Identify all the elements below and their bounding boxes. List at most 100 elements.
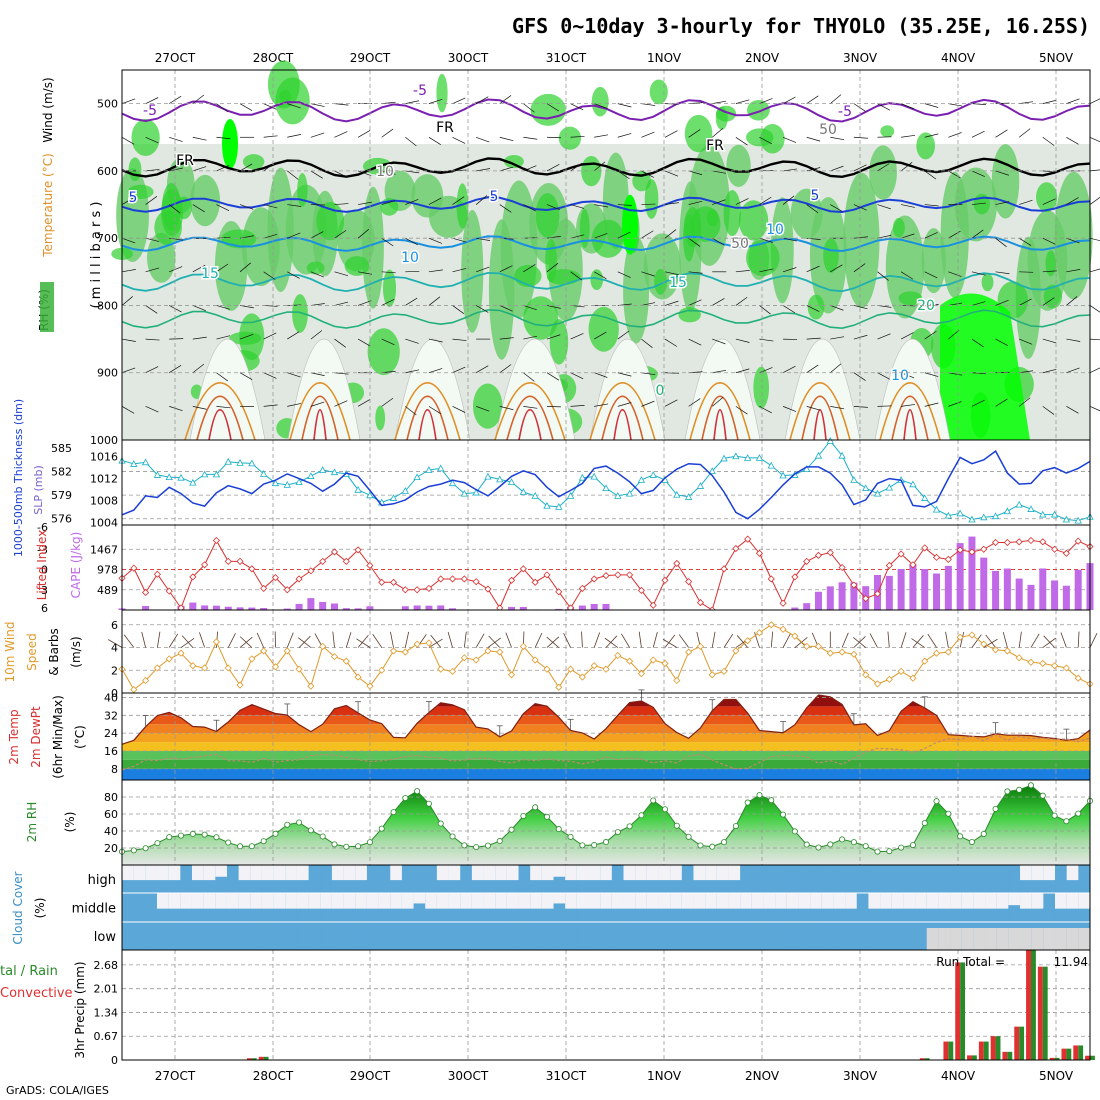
cloud-middle-clear bbox=[635, 893, 648, 909]
cloud-middle-clear bbox=[273, 893, 286, 909]
cloud-high-cell bbox=[226, 865, 240, 893]
cloud-high-clear bbox=[646, 865, 659, 881]
wind-barb bbox=[1066, 237, 1080, 244]
wind-barb bbox=[1042, 198, 1056, 205]
wind-speed-point bbox=[437, 665, 445, 673]
wind-barb bbox=[405, 369, 420, 374]
wind-barb bbox=[782, 136, 797, 143]
rh-point bbox=[331, 841, 338, 848]
cloud-middle-clear bbox=[191, 893, 205, 909]
cloud-middle-clear bbox=[355, 893, 368, 909]
rh-area bbox=[128, 157, 142, 182]
wind-barb bbox=[287, 271, 300, 279]
wind-barb bbox=[995, 129, 1008, 138]
cloud-high-clear bbox=[145, 865, 158, 881]
temp-dome-contour-7-2 bbox=[903, 408, 917, 441]
rh-point bbox=[579, 842, 586, 849]
wind-barb bbox=[428, 338, 443, 343]
wind-barb bbox=[239, 235, 254, 239]
cloud-high-clear bbox=[728, 865, 741, 881]
cape-bar bbox=[933, 573, 941, 610]
wind-barb-10m bbox=[736, 635, 748, 648]
wind-barb bbox=[523, 335, 538, 340]
wind-speed-point bbox=[685, 648, 693, 656]
slp-point bbox=[271, 479, 280, 487]
wind-barb bbox=[357, 129, 371, 138]
slp-tick-1008: 1008 bbox=[90, 494, 118, 507]
wind-barb bbox=[688, 271, 703, 274]
wind-barb bbox=[1066, 269, 1081, 273]
wind-barb bbox=[310, 103, 325, 107]
wind-barb-10m bbox=[900, 632, 907, 648]
cape-bar bbox=[897, 569, 905, 610]
cloud-low-cell bbox=[541, 922, 555, 950]
wind-barb bbox=[145, 196, 158, 205]
wind-barb-10m bbox=[447, 632, 453, 648]
wind-barb bbox=[499, 95, 512, 104]
y-label-precip: 3hr Precip (mm) bbox=[73, 961, 87, 1058]
rh-point bbox=[744, 799, 751, 806]
wind-speed-point bbox=[649, 656, 657, 664]
precip-total-bar bbox=[1019, 1026, 1025, 1060]
wind-barb bbox=[405, 198, 419, 205]
rh-point bbox=[709, 843, 716, 850]
cloud-high-clear bbox=[436, 865, 450, 881]
rh-area bbox=[514, 264, 542, 288]
wind-barb bbox=[617, 231, 631, 239]
cloud-middle-clear bbox=[996, 893, 1009, 909]
cloud-middle-clear bbox=[740, 893, 753, 909]
cloud-middle-clear bbox=[215, 893, 228, 909]
wind-barb bbox=[1042, 170, 1057, 173]
slp-point bbox=[177, 473, 185, 481]
cloud-high-clear bbox=[600, 865, 613, 881]
y-label-2m-rh: 2m RH bbox=[25, 802, 39, 843]
wind-barb bbox=[900, 103, 915, 110]
wind-barb bbox=[641, 230, 654, 239]
slp-point bbox=[259, 470, 268, 477]
slp-point bbox=[295, 478, 303, 486]
wind-barb-10m bbox=[1060, 632, 1067, 648]
temp-band-1 bbox=[122, 759, 1090, 769]
cape-bar bbox=[578, 605, 586, 610]
wind-barb bbox=[735, 338, 750, 343]
lifted-index-point bbox=[637, 586, 645, 594]
wind-speed-point bbox=[673, 676, 681, 685]
wind-speed-point bbox=[1074, 674, 1082, 682]
wind-barb bbox=[334, 301, 349, 306]
wind-speed-point bbox=[578, 673, 586, 681]
wind-speed-point bbox=[755, 629, 764, 637]
wind-barb bbox=[901, 134, 916, 138]
wind-speed-point bbox=[838, 648, 846, 656]
wind-speed-point bbox=[921, 657, 929, 665]
cloud-high-cell bbox=[891, 865, 904, 893]
precip-total-bar bbox=[1054, 1057, 1060, 1060]
wind-barb bbox=[570, 372, 584, 380]
rh-tick-60: 60 bbox=[104, 808, 118, 821]
lifted-index-point bbox=[295, 575, 303, 583]
wind-barb bbox=[594, 403, 609, 407]
y-tick-1000: 1000 bbox=[90, 434, 118, 447]
cloud-middle-clear bbox=[471, 893, 485, 909]
temp-contour-20 bbox=[121, 309, 1091, 330]
x-tick-top-5NOV: 5NOV bbox=[1039, 51, 1074, 65]
wind-speed-point bbox=[201, 664, 209, 672]
cloud-high-cell bbox=[611, 865, 624, 893]
cloud-low-cell bbox=[635, 922, 648, 950]
cloud-low-cell bbox=[296, 922, 310, 950]
wind-barb bbox=[263, 404, 278, 407]
wind-speed-point bbox=[767, 621, 775, 629]
precip-tick-0.67: 0.67 bbox=[94, 1030, 119, 1043]
cloud-low-cover bbox=[973, 928, 986, 950]
wind-barb bbox=[877, 333, 891, 340]
temp-dome-contour-7-1 bbox=[891, 395, 929, 441]
cloud-low-cover bbox=[1043, 928, 1056, 950]
wind-barb bbox=[641, 302, 656, 306]
wind-barb bbox=[570, 135, 585, 138]
wind-barb bbox=[853, 334, 868, 340]
cloud-high-clear bbox=[658, 865, 671, 881]
cape-bar bbox=[330, 603, 338, 610]
slp-point bbox=[720, 454, 728, 462]
cloud-middle-clear bbox=[331, 893, 345, 909]
cloud-middle-clear bbox=[250, 893, 263, 909]
rh-point bbox=[945, 810, 952, 817]
